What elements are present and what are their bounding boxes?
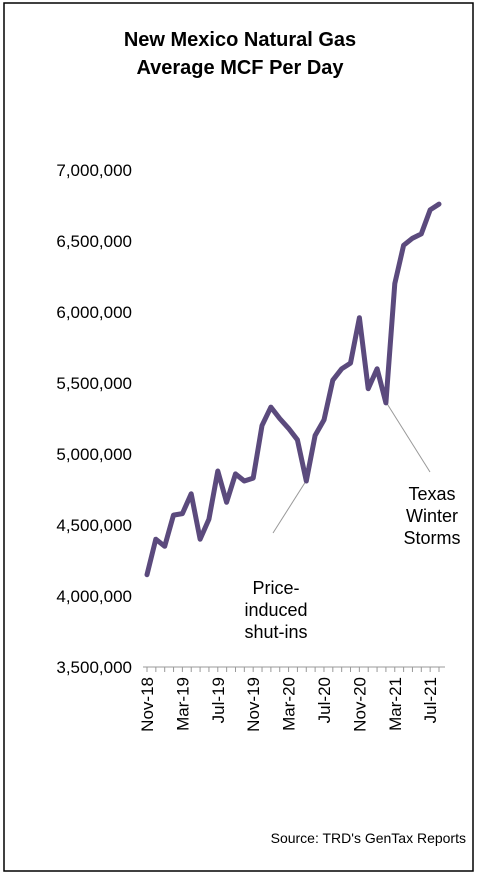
annotation: Texas (408, 484, 455, 504)
source: Source: TRD's GenTax Reports (271, 830, 466, 846)
annotation: Winter (406, 506, 458, 526)
x-tick-label: Mar-21 (386, 677, 405, 731)
annotation: Price- (252, 578, 299, 598)
x-tick-label: Jul-19 (209, 677, 228, 723)
x-tick-label: Jul-21 (421, 677, 440, 723)
x-tick-label: Mar-20 (280, 677, 299, 731)
y-tick-label: 6,000,000 (56, 303, 132, 322)
line (144, 201, 442, 578)
y-tick-label: 4,000,000 (56, 587, 132, 606)
annotation: induced (244, 600, 307, 620)
y-tick-label: 3,500,000 (56, 658, 132, 677)
chart-title: New Mexico Natural Gas (124, 29, 356, 51)
x-tick-label: Mar-19 (173, 677, 192, 731)
x-tick-label: Nov-18 (138, 677, 157, 732)
y-tick-label: 5,500,000 (56, 374, 132, 393)
x-tick-label: Nov-20 (350, 677, 369, 732)
y-tick-label: 5,000,000 (56, 445, 132, 464)
annotation: shut-ins (244, 622, 307, 642)
frame (3, 2, 474, 872)
y-tick-label: 6,500,000 (56, 232, 132, 251)
y-tick-label: 7,000,000 (56, 161, 132, 180)
chart-title: Average MCF Per Day (136, 57, 344, 79)
x-tick-label: Jul-20 (315, 677, 334, 723)
x-tick-label: Nov-19 (244, 677, 263, 732)
annotation: Storms (403, 528, 460, 548)
annotation-line (385, 401, 431, 473)
y-tick-label: 4,500,000 (56, 516, 132, 535)
annotation-line (272, 480, 307, 534)
